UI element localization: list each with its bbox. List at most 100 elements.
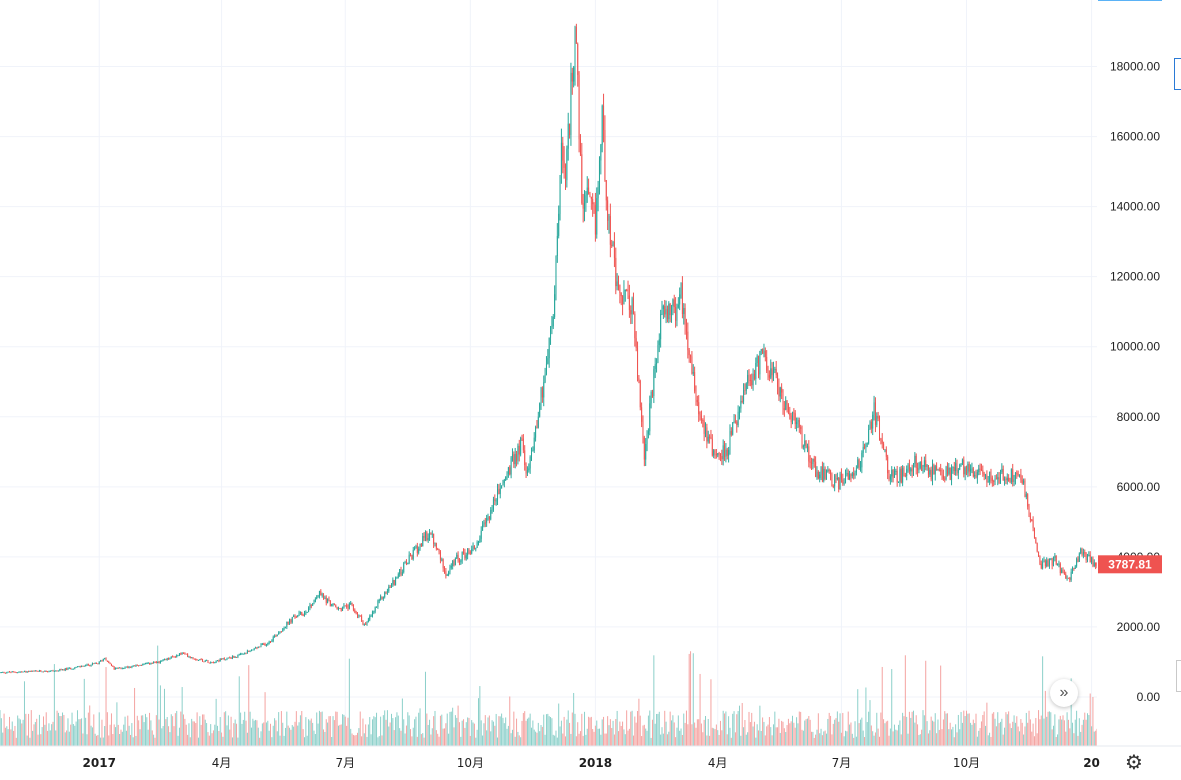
toolbar-edge-button-lower[interactable] (1176, 660, 1181, 692)
toolbar-edge-button[interactable] (1174, 58, 1181, 90)
volume-bar (685, 710, 687, 746)
candle-body (165, 659, 167, 661)
volume-bar (579, 731, 581, 746)
candle-body (770, 368, 772, 378)
candle-body (333, 603, 335, 606)
candle-body (52, 670, 54, 672)
candle-body (745, 383, 747, 391)
volume-bar (240, 712, 242, 746)
volume-bar (637, 711, 639, 746)
candle-body (271, 640, 273, 642)
candle-body (801, 428, 803, 447)
candle-body (63, 669, 65, 671)
candle-body (125, 666, 127, 668)
volume-bar (282, 722, 284, 746)
volume-bar (556, 737, 558, 746)
candle-body (1085, 553, 1087, 561)
volume-bar (23, 681, 25, 746)
volume-bar (961, 722, 963, 746)
volume-bar (783, 728, 785, 746)
candle-body (729, 431, 731, 450)
volume-bar (170, 714, 172, 746)
candle-body (487, 516, 489, 519)
volume-bar (464, 727, 466, 746)
candle-body (184, 652, 186, 654)
candle-body (29, 670, 31, 672)
volume-bar (458, 722, 460, 746)
volume-bar (955, 724, 957, 746)
price-axis[interactable]: 18000.0016000.0014000.0012000.0010000.00… (1110, 60, 1160, 704)
volume-bar (412, 727, 414, 746)
volume-bar (328, 716, 330, 746)
volume-bar (29, 737, 31, 746)
candle-body (446, 574, 448, 576)
volume-bar (415, 716, 417, 746)
volume-bar (594, 725, 596, 746)
candle-body (529, 456, 531, 469)
price-tick-label: 14000.00 (1110, 200, 1160, 214)
candle-body (476, 542, 478, 548)
volume-bar (550, 717, 552, 746)
candle-body (921, 461, 923, 471)
volume-bar (176, 710, 178, 746)
candle-body (517, 445, 519, 461)
candle-body (427, 537, 429, 541)
candle-body (176, 655, 178, 658)
candle-body (715, 453, 717, 456)
volume-bar (846, 731, 848, 746)
volume-bar (929, 730, 931, 746)
scroll-to-realtime-button[interactable]: » (1050, 679, 1078, 707)
candle-body (482, 525, 484, 531)
candle-body (730, 431, 732, 435)
candle-body (1081, 548, 1083, 555)
candle-body (938, 469, 940, 471)
volume-bar (40, 734, 42, 746)
candle-body (388, 586, 390, 592)
volume-bar (679, 730, 681, 746)
time-axis[interactable]: 2017 4月 7月 10月 2018 4月 7月 10月 20 (83, 756, 1100, 770)
candle-body (1014, 472, 1016, 480)
candle-body (824, 468, 826, 479)
candle-body (771, 368, 773, 376)
candle-body (778, 387, 780, 397)
candle-body (499, 488, 501, 494)
volume-bar (314, 733, 316, 746)
volume-bar (566, 719, 568, 746)
candle-body (33, 670, 35, 672)
volume-bar (1080, 731, 1082, 746)
candle-body (419, 543, 421, 549)
volume-bar (342, 714, 344, 746)
volume-bar (366, 736, 368, 746)
time-tick-label: 20 (1083, 756, 1100, 770)
volume-bar (113, 724, 115, 746)
volume-bar (336, 711, 338, 746)
volume-bar (146, 717, 148, 746)
chart-settings-button[interactable]: ⚙ (1122, 750, 1146, 774)
candle-body (713, 450, 715, 456)
volume-bar (203, 714, 205, 746)
candle-body (554, 294, 556, 317)
candle-body (1040, 563, 1042, 569)
candle-body (124, 666, 126, 669)
volume-bar (985, 725, 987, 746)
candle-body (525, 465, 527, 474)
volume-bar (208, 735, 210, 746)
volume-bar (76, 710, 78, 746)
candle-body (596, 198, 598, 235)
volume-bar (127, 715, 129, 746)
candle-body (541, 387, 543, 398)
candle-body (651, 392, 653, 397)
volume-bar (392, 718, 394, 746)
volume-bar (1058, 719, 1060, 746)
candle-body (672, 299, 674, 306)
volume-bar (22, 719, 24, 746)
volume-bar (238, 676, 240, 746)
volume-bar (272, 725, 274, 746)
candle-body (323, 594, 325, 598)
candle-body (166, 658, 168, 660)
volume-bar (332, 716, 334, 746)
volume-bar (876, 712, 878, 746)
volume-bar (337, 725, 339, 746)
candle-body (574, 27, 576, 68)
